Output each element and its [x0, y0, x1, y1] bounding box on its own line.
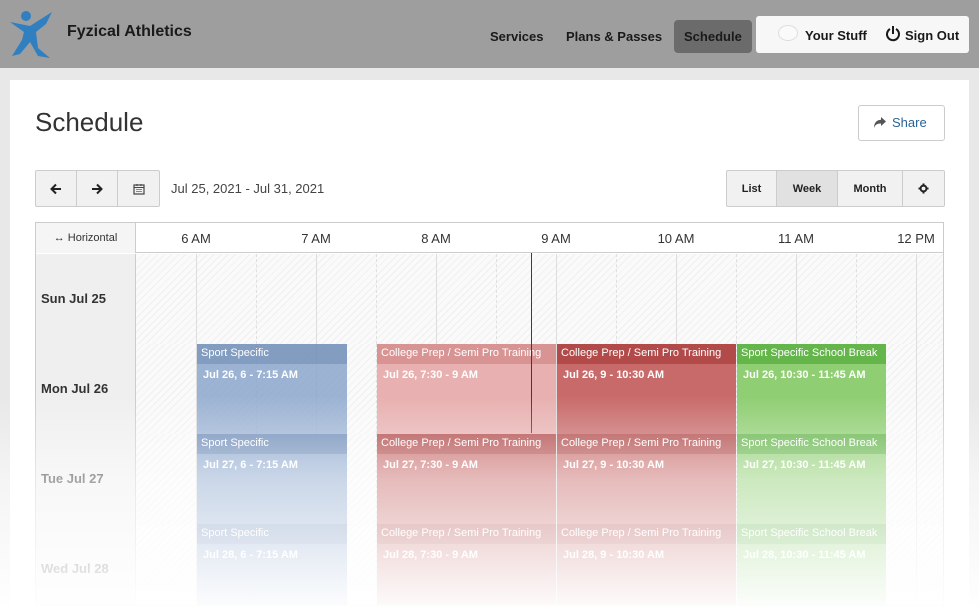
time-header: ↔ Horizontal 6 AM 7 AM 8 AM 9 AM 10 AM 1…	[36, 223, 943, 253]
schedule-event[interactable]: Sport Specific School Break Jul 27, 10:3…	[737, 434, 886, 524]
schedule-event[interactable]: College Prep / Semi Pro Training Jul 27,…	[377, 434, 556, 524]
nav-services[interactable]: Services	[490, 29, 544, 44]
gear-icon	[918, 183, 929, 194]
event-title: College Prep / Semi Pro Training	[557, 344, 736, 364]
event-time: Jul 27, 10:30 - 11:45 AM	[743, 459, 866, 471]
arrow-left-icon	[50, 183, 61, 194]
time-label: 6 AM	[181, 231, 211, 246]
event-time: Jul 26, 9 - 10:30 AM	[563, 369, 665, 381]
user-menu: Your Stuff Sign Out	[756, 16, 969, 53]
schedule-grid: ↔ Horizontal 6 AM 7 AM 8 AM 9 AM 10 AM 1…	[35, 222, 944, 606]
day-slots[interactable]	[136, 254, 943, 344]
day-label: Wed Jul 28	[36, 524, 136, 605]
logo-icon[interactable]	[8, 8, 60, 60]
event-time: Jul 28, 9 - 10:30 AM	[563, 549, 665, 561]
event-title: Sport Specific School Break	[737, 344, 886, 364]
day-row: Wed Jul 28 Sport Specific Jul 28, 6 - 7:…	[36, 524, 943, 605]
your-stuff-link[interactable]: Your Stuff	[805, 28, 867, 43]
day-label: Sun Jul 25	[36, 254, 136, 344]
nav-schedule[interactable]: Schedule	[674, 20, 752, 53]
schedule-event[interactable]: Sport Specific School Break Jul 26, 10:3…	[737, 344, 886, 434]
event-time: Jul 27, 9 - 10:30 AM	[563, 459, 665, 471]
schedule-event[interactable]: Sport Specific Jul 28, 6 - 7:15 AM	[197, 524, 347, 605]
power-icon[interactable]	[885, 25, 901, 43]
schedule-event[interactable]: College Prep / Semi Pro Training Jul 28,…	[377, 524, 556, 605]
arrow-right-icon	[92, 183, 103, 194]
event-title: College Prep / Semi Pro Training	[377, 434, 556, 454]
nav-plans-passes[interactable]: Plans & Passes	[566, 29, 663, 44]
schedule-event[interactable]: College Prep / Semi Pro Training Jul 28,…	[557, 524, 736, 605]
event-time: Jul 28, 7:30 - 9 AM	[383, 549, 478, 561]
day-label: Tue Jul 27	[36, 434, 136, 524]
time-label: 7 AM	[301, 231, 331, 246]
event-time: Jul 27, 6 - 7:15 AM	[203, 459, 298, 471]
day-slots[interactable]: Sport Specific Jul 28, 6 - 7:15 AM Colle…	[136, 524, 943, 605]
share-icon	[874, 117, 886, 128]
event-title: Sport Specific	[197, 524, 347, 544]
schedule-event[interactable]: Sport Specific Jul 27, 6 - 7:15 AM	[197, 434, 347, 524]
next-week-button[interactable]	[77, 171, 118, 206]
event-title: Sport Specific School Break	[737, 434, 886, 454]
view-switcher: List Week Month	[726, 170, 945, 207]
schedule-event[interactable]: Sport Specific Jul 26, 6 - 7:15 AM	[197, 344, 347, 434]
share-label: Share	[892, 115, 927, 130]
day-row: Sun Jul 25	[36, 254, 943, 344]
event-time: Jul 26, 10:30 - 11:45 AM	[743, 369, 866, 381]
event-time: Jul 27, 7:30 - 9 AM	[383, 459, 478, 471]
avatar-icon[interactable]	[778, 25, 798, 41]
day-row: Tue Jul 27 Sport Specific Jul 27, 6 - 7:…	[36, 434, 943, 524]
schedule-event[interactable]: College Prep / Semi Pro Training Jul 27,…	[557, 434, 736, 524]
view-week-button[interactable]: Week	[777, 171, 838, 206]
page-title: Schedule	[35, 107, 144, 137]
day-label: Mon Jul 26	[36, 344, 136, 434]
time-label: 9 AM	[541, 231, 571, 246]
top-navbar: Fyzical Athletics Services Plans & Passe…	[0, 0, 979, 68]
view-list-button[interactable]: List	[727, 171, 777, 206]
calendar-icon	[132, 183, 145, 195]
event-title: Sport Specific School Break	[737, 524, 886, 544]
day-row: Mon Jul 26 Sport Specific Jul 26, 6 - 7:…	[36, 344, 943, 434]
time-label: 12 PM	[897, 231, 935, 246]
day-slots[interactable]: Sport Specific Jul 26, 6 - 7:15 AM Colle…	[136, 344, 943, 434]
time-label: 11 AM	[778, 231, 814, 246]
time-label: 10 AM	[657, 231, 695, 246]
event-time: Jul 26, 7:30 - 9 AM	[383, 369, 478, 381]
brand-name[interactable]: Fyzical Athletics	[67, 23, 192, 40]
event-title: College Prep / Semi Pro Training	[377, 524, 556, 544]
time-label: 8 AM	[421, 231, 451, 246]
calendar-picker-button[interactable]	[118, 171, 159, 206]
view-month-button[interactable]: Month	[838, 171, 903, 206]
event-title: Sport Specific	[197, 344, 347, 364]
event-time: Jul 28, 6 - 7:15 AM	[203, 549, 298, 561]
event-time: Jul 28, 10:30 - 11:45 AM	[743, 549, 866, 561]
current-time-indicator	[531, 253, 532, 433]
event-title: College Prep / Semi Pro Training	[557, 434, 736, 454]
share-button[interactable]: Share	[858, 105, 945, 141]
sign-out-link[interactable]: Sign Out	[905, 28, 960, 43]
event-title: Sport Specific	[197, 434, 347, 454]
schedule-event[interactable]: Sport Specific School Break Jul 28, 10:3…	[737, 524, 886, 605]
event-title: College Prep / Semi Pro Training	[557, 524, 736, 544]
event-title: College Prep / Semi Pro Training	[377, 344, 556, 364]
horizontal-toggle[interactable]: ↔ Horizontal	[36, 223, 136, 253]
prev-week-button[interactable]	[36, 171, 77, 206]
date-range-label: Jul 25, 2021 - Jul 31, 2021	[171, 181, 325, 196]
settings-button[interactable]	[903, 171, 944, 206]
event-time: Jul 26, 6 - 7:15 AM	[203, 369, 298, 381]
date-nav-group	[35, 170, 160, 207]
day-slots[interactable]: Sport Specific Jul 27, 6 - 7:15 AM Colle…	[136, 434, 943, 524]
schedule-event[interactable]: College Prep / Semi Pro Training Jul 26,…	[377, 344, 556, 434]
schedule-event[interactable]: College Prep / Semi Pro Training Jul 26,…	[557, 344, 736, 434]
